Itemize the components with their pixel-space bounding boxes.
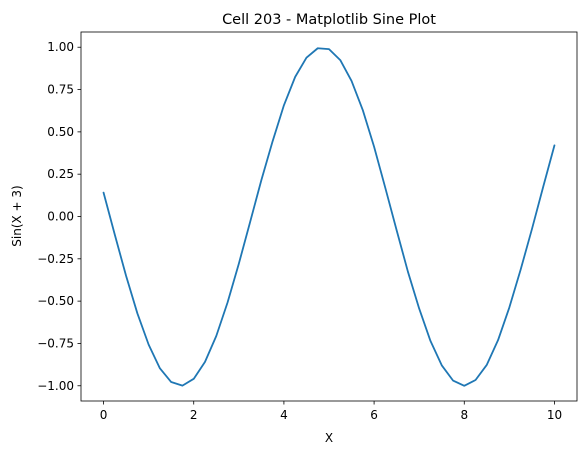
y-axis: −1.00 −0.75 −0.50 −0.25 0.00 0.25 0.50 0.75 1.00 — [37, 40, 81, 393]
x-tick-label: 8 — [460, 408, 468, 422]
x-axis-label: X — [325, 431, 333, 445]
y-tick-label: −0.75 — [37, 336, 74, 350]
y-tick-label: 0.75 — [47, 83, 74, 97]
x-tick-label: 0 — [100, 408, 108, 422]
y-tick-label: 0.00 — [47, 210, 74, 224]
y-tick-label: 1.00 — [47, 40, 74, 54]
y-axis-label: Sin(X + 3) — [10, 185, 24, 246]
y-tick-label: −0.25 — [37, 252, 74, 266]
y-tick-label: 0.50 — [47, 125, 74, 139]
series-line — [102, 47, 556, 387]
x-tick-label: 4 — [280, 408, 288, 422]
y-tick-label: −0.50 — [37, 294, 74, 308]
chart-title: Cell 203 - Matplotlib Sine Plot — [222, 12, 436, 28]
x-tick-label: 6 — [370, 408, 378, 422]
y-tick-label: 0.25 — [47, 167, 74, 181]
x-tick-label: 10 — [547, 408, 562, 422]
x-axis: 0 2 4 6 8 10 — [100, 401, 562, 422]
x-tick-label: 2 — [190, 408, 198, 422]
y-tick-label: −1.00 — [37, 379, 74, 393]
